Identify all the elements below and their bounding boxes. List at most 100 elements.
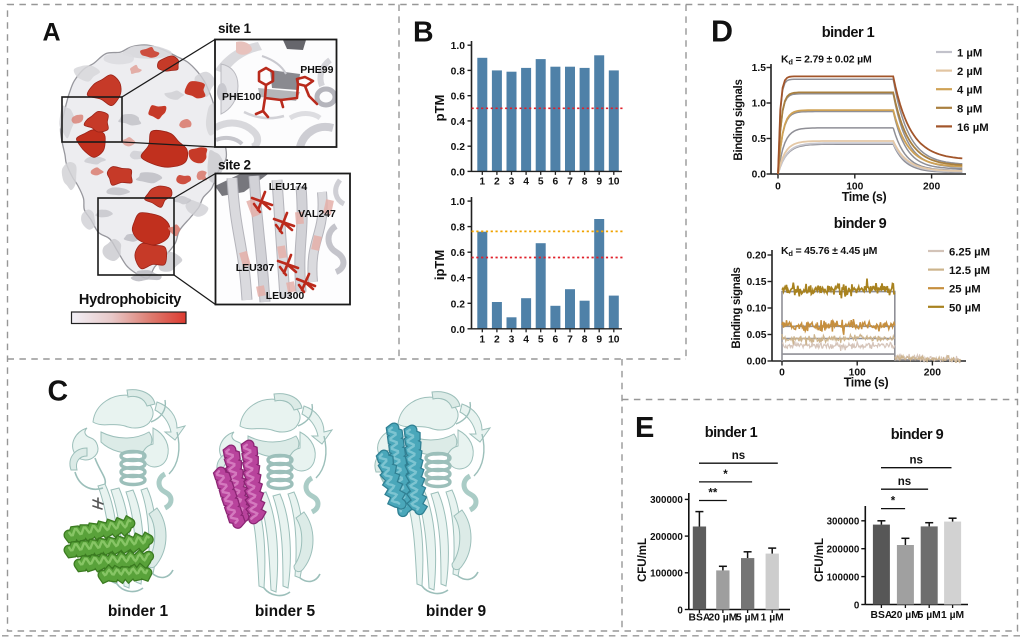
svg-text:0.2: 0.2 [451,299,466,310]
svg-text:1.5: 1.5 [752,63,767,74]
svg-text:Kd = 45.76 ± 4.45 µM: Kd = 45.76 ± 4.45 µM [781,245,878,258]
svg-text:5 µM: 5 µM [736,613,759,624]
svg-text:300000: 300000 [650,495,683,506]
svg-text:5 µM: 5 µM [918,610,941,621]
svg-text:**: ** [708,488,717,500]
svg-text:1.0: 1.0 [752,99,767,110]
svg-text:binder 1: binder 1 [822,25,875,41]
svg-text:4: 4 [523,335,529,346]
svg-text:4 µM: 4 µM [957,85,982,97]
svg-text:0: 0 [854,600,860,611]
svg-text:Hydrophobicity: Hydrophobicity [79,292,181,308]
svg-text:B: B [413,17,434,49]
svg-text:LEU307: LEU307 [236,262,275,274]
svg-text:0.10: 0.10 [746,304,766,315]
svg-text:2: 2 [494,177,500,188]
svg-text:2 µM: 2 µM [957,66,982,78]
svg-text:binder 9: binder 9 [426,603,487,620]
svg-text:0.15: 0.15 [746,277,766,288]
svg-text:Binding signals: Binding signals [731,267,743,348]
svg-text:200000: 200000 [650,532,683,543]
svg-text:PHE99: PHE99 [300,64,333,76]
svg-text:binder 5: binder 5 [255,603,316,620]
svg-text:CFU/mL: CFU/mL [637,538,649,582]
svg-text:ns: ns [898,476,911,488]
svg-text:1 µM: 1 µM [941,610,964,621]
svg-text:8 µM: 8 µM [957,103,982,115]
svg-text:0.6: 0.6 [451,248,466,259]
svg-text:binder 1: binder 1 [108,603,169,620]
svg-text:8: 8 [582,177,588,188]
svg-text:LEU300: LEU300 [266,290,305,302]
svg-text:16 µM: 16 µM [957,122,989,134]
svg-text:PHE100: PHE100 [222,91,261,103]
svg-text:20 µM: 20 µM [708,613,737,624]
svg-text:3: 3 [509,177,515,188]
svg-text:VAL247: VAL247 [298,208,336,220]
svg-text:4: 4 [523,177,529,188]
svg-text:0.4: 0.4 [451,117,466,128]
svg-text:1.0: 1.0 [451,41,466,52]
svg-text:site 2: site 2 [218,158,251,173]
svg-text:6: 6 [553,335,559,346]
svg-text:0.8: 0.8 [451,66,466,77]
svg-text:2: 2 [494,335,500,346]
svg-text:200: 200 [924,368,941,379]
svg-text:0.2: 0.2 [451,142,466,153]
svg-text:CFU/mL: CFU/mL [814,538,826,582]
svg-text:*: * [723,469,728,481]
svg-text:*: * [891,496,896,508]
svg-text:6.25 µM: 6.25 µM [949,247,990,259]
svg-text:7: 7 [567,335,573,346]
svg-text:1 µM: 1 µM [761,613,784,624]
svg-text:E: E [635,412,654,444]
svg-text:200000: 200000 [827,545,860,556]
svg-text:Binding signals: Binding signals [733,79,745,160]
svg-text:0.20: 0.20 [746,251,766,262]
svg-text:A: A [43,19,61,47]
svg-text:1.0: 1.0 [451,197,466,208]
svg-text:0: 0 [775,182,781,193]
svg-text:BSA: BSA [871,610,893,621]
svg-text:7: 7 [567,177,573,188]
svg-text:binder 9: binder 9 [891,427,944,443]
svg-text:9: 9 [596,177,602,188]
svg-text:9: 9 [596,335,602,346]
svg-text:ns: ns [732,450,745,462]
svg-text:LEU174: LEU174 [269,181,308,193]
svg-text:0.00: 0.00 [746,357,766,368]
svg-text:Time (s): Time (s) [844,376,889,390]
svg-text:300000: 300000 [827,517,860,528]
svg-text:0: 0 [677,605,683,616]
svg-text:site 1: site 1 [218,21,252,36]
svg-text:100000: 100000 [650,569,683,580]
svg-text:Kd = 2.79 ± 0.02 µM: Kd = 2.79 ± 0.02 µM [781,54,872,67]
svg-text:6: 6 [553,177,559,188]
svg-text:5: 5 [538,177,544,188]
svg-text:25 µM: 25 µM [949,284,981,296]
svg-text:0.6: 0.6 [451,92,466,103]
svg-text:0.5: 0.5 [752,134,767,145]
svg-text:0.0: 0.0 [451,325,466,336]
svg-text:binder 1: binder 1 [705,425,758,441]
svg-text:10: 10 [608,177,620,188]
svg-text:1 µM: 1 µM [957,48,982,60]
svg-text:50 µM: 50 µM [949,302,981,314]
svg-text:ns: ns [909,455,922,467]
svg-text:0.05: 0.05 [746,330,766,341]
svg-text:1: 1 [479,335,485,346]
svg-text:200: 200 [923,182,940,193]
svg-text:100: 100 [849,368,866,379]
svg-text:C: C [48,376,69,408]
svg-text:10: 10 [608,335,620,346]
svg-text:BSA: BSA [689,613,711,624]
svg-text:0: 0 [779,368,785,379]
svg-text:0.4: 0.4 [451,274,466,285]
svg-text:0.0: 0.0 [451,167,466,178]
svg-text:3: 3 [509,335,515,346]
svg-text:Time (s): Time (s) [842,190,887,204]
svg-text:D: D [711,15,733,49]
svg-text:5: 5 [538,335,544,346]
svg-text:ipTM: ipTM [432,250,447,280]
svg-text:pTM: pTM [432,95,447,122]
